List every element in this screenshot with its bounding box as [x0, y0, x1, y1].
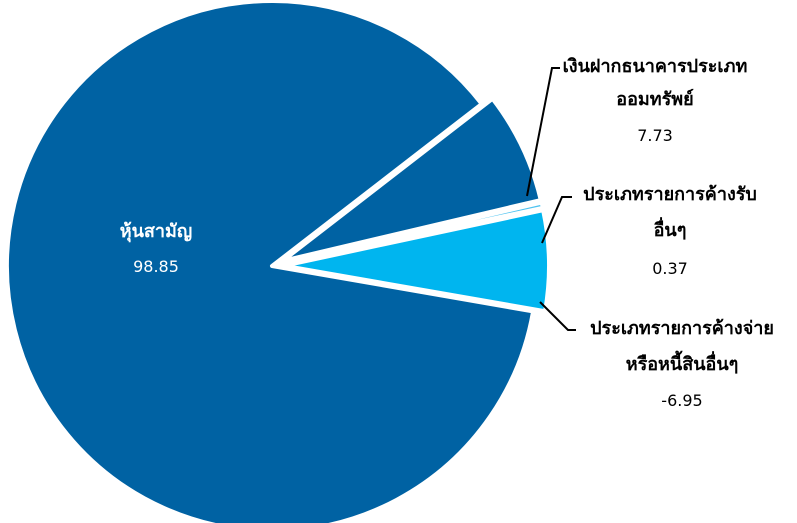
slice-label-savings-line1: เงินฝากธนาคารประเภท [563, 56, 748, 77]
slice-value-receivables: 0.37 [652, 259, 688, 278]
leader-line-receivables [541, 196, 572, 244]
slice-savings-deposits [280, 96, 543, 263]
slice-label-receivables-line2: อื่นๆ [653, 217, 686, 241]
slice-label-payables-line1: ประเภทรายการค้างจ่าย [590, 318, 774, 339]
slice-other-payables [281, 208, 551, 314]
slice-value-common-shares: 98.85 [133, 257, 179, 276]
slice-value-savings: 7.73 [637, 126, 673, 145]
slice-common-shares [5, 0, 536, 523]
pie-slices [5, 0, 551, 523]
leader-line-payables [539, 301, 576, 331]
slice-value-payables: -6.95 [661, 391, 702, 410]
slice-label-payables-line2: หรือหนี้สินอื่นๆ [626, 350, 739, 375]
leader-line-savings [526, 67, 560, 197]
slice-label-savings-line2: ออมทรัพย์ [616, 88, 693, 110]
slice-label-common-shares: หุ้นสามัญ [120, 221, 192, 243]
slice-label-receivables-line1: ประเภทรายการค้างรับ [583, 184, 757, 205]
slice-other-receivables [281, 200, 545, 266]
